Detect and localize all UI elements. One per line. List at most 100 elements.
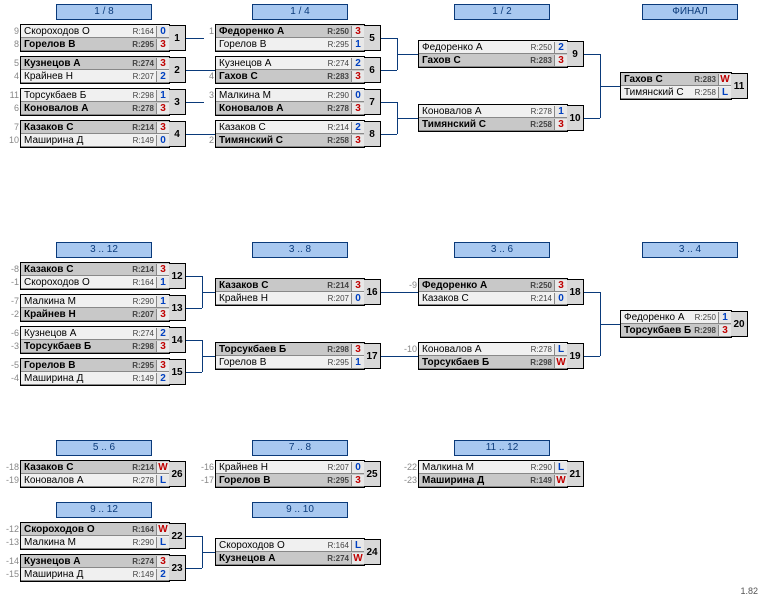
match: Торсукбаев БR:2983Горелов ВR:295117 xyxy=(215,342,365,370)
player-name: Кузнецов А xyxy=(216,58,328,69)
match: Скороходов ОR:164LКузнецов АR:274W24 xyxy=(215,538,365,566)
match-number: 21 xyxy=(567,461,584,487)
seed-number: 4 xyxy=(198,70,216,83)
connector xyxy=(202,292,215,293)
match: Федоренко АR:2502Гахов СR:28339 xyxy=(418,40,568,68)
player-score: 3 xyxy=(156,309,169,320)
player-name: Гахов С xyxy=(216,71,327,82)
match: 1Федоренко АR:2503Горелов ВR:29515 xyxy=(215,24,365,52)
seed-number: -7 xyxy=(3,295,21,308)
player-rating: R:250 xyxy=(327,27,351,36)
seed-number: 6 xyxy=(3,102,21,115)
player-slot: Кузнецов АR:2743 xyxy=(21,57,169,70)
player-score: W xyxy=(156,524,169,535)
player-name: Тимянский С xyxy=(419,119,530,130)
connector xyxy=(397,38,398,54)
seed-number: -23 xyxy=(401,474,419,487)
connector xyxy=(397,118,418,119)
player-name: Коновалов А xyxy=(419,344,531,355)
match: Кузнецов АR:27424Гахов СR:28336 xyxy=(215,56,365,84)
player-rating: R:164 xyxy=(133,278,156,287)
player-slot: Тимянский СR:2583 xyxy=(216,134,364,147)
player-slot: Гахов СR:283W xyxy=(621,73,731,86)
seed-number: -16 xyxy=(198,461,216,474)
player-slot: Торсукбаев БR:2981 xyxy=(21,89,169,102)
player-rating: R:149 xyxy=(133,374,156,383)
connector xyxy=(600,324,601,356)
player-rating: R:164 xyxy=(132,525,156,534)
player-slot: Крайнев НR:2072 xyxy=(21,70,169,83)
match-number: 24 xyxy=(364,539,381,565)
player-score: W xyxy=(351,553,364,564)
player-rating: R:298 xyxy=(132,342,156,351)
player-rating: R:295 xyxy=(328,40,351,49)
player-name: Коновалов А xyxy=(21,103,132,114)
player-score: 0 xyxy=(156,26,169,37)
player-name: Коновалов А xyxy=(419,106,531,117)
connector xyxy=(186,308,202,309)
stage-header: 3 .. 8 xyxy=(252,242,348,258)
player-score: 3 xyxy=(351,103,364,114)
player-name: Малкина М xyxy=(216,90,328,101)
player-score: 2 xyxy=(156,328,169,339)
match-number: 4 xyxy=(169,121,186,147)
connector xyxy=(584,118,600,119)
player-name: Скороходов О xyxy=(21,524,132,535)
match-number: 6 xyxy=(364,57,381,83)
player-rating: R:290 xyxy=(531,463,554,472)
match-number: 10 xyxy=(567,105,584,131)
player-name: Кузнецов А xyxy=(216,553,327,564)
player-score: 3 xyxy=(351,26,364,37)
player-rating: R:290 xyxy=(133,297,156,306)
player-rating: R:207 xyxy=(132,310,156,319)
connector xyxy=(202,536,203,552)
player-slot: Казаков СR:214W xyxy=(21,461,169,474)
connector xyxy=(202,552,215,553)
player-score: 1 xyxy=(351,39,364,50)
connector xyxy=(186,70,215,71)
player-score: 1 xyxy=(156,277,169,288)
player-score: 2 xyxy=(351,122,364,133)
player-rating: R:283 xyxy=(530,56,554,65)
player-rating: R:164 xyxy=(133,27,156,36)
player-name: Коновалов А xyxy=(216,103,327,114)
connector xyxy=(584,292,600,293)
match-number: 18 xyxy=(567,279,584,305)
player-name: Казаков С xyxy=(21,122,132,133)
player-slot: Малкина МR:2901 xyxy=(21,295,169,308)
match-number: 25 xyxy=(364,461,381,487)
match: -18Казаков СR:214W-19Коновалов АR:278L26 xyxy=(20,460,170,488)
player-score: 0 xyxy=(156,135,169,146)
seed-number: -3 xyxy=(3,340,21,353)
stage-header: 3 .. 12 xyxy=(56,242,152,258)
seed-number: 8 xyxy=(3,38,21,51)
player-slot: Коновалов АR:278L xyxy=(419,343,567,356)
match-number: 2 xyxy=(169,57,186,83)
seed-number: -9 xyxy=(401,279,419,292)
connector xyxy=(202,356,203,372)
player-slot: Федоренко АR:2502 xyxy=(419,41,567,54)
player-slot: Казаков СR:2143 xyxy=(216,279,364,292)
player-slot: Казаков СR:2143 xyxy=(21,121,169,134)
player-slot: Маширина ДR:1492 xyxy=(21,372,169,385)
player-rating: R:250 xyxy=(695,313,718,322)
player-name: Горелов В xyxy=(216,39,328,50)
player-rating: R:298 xyxy=(530,358,554,367)
player-rating: R:274 xyxy=(133,329,156,338)
player-rating: R:283 xyxy=(694,75,718,84)
match: -8Казаков СR:2143-1Скороходов ОR:164112 xyxy=(20,262,170,290)
player-slot: Кузнецов АR:2742 xyxy=(21,327,169,340)
match: 3Малкина МR:2900Коновалов АR:27837 xyxy=(215,88,365,116)
connector xyxy=(600,324,620,325)
player-name: Тимянский С xyxy=(216,135,327,146)
player-slot: Тимянский СR:2583 xyxy=(419,118,567,131)
seed-number: -15 xyxy=(3,568,21,581)
player-rating: R:250 xyxy=(531,43,554,52)
match-number: 9 xyxy=(567,41,584,67)
player-name: Казаков С xyxy=(21,462,132,473)
connector xyxy=(202,276,203,292)
player-slot: Горелов ВR:2951 xyxy=(216,38,364,51)
seed-number: 11 xyxy=(3,89,21,102)
connector xyxy=(186,372,202,373)
stage-header: 11 .. 12 xyxy=(454,440,550,456)
